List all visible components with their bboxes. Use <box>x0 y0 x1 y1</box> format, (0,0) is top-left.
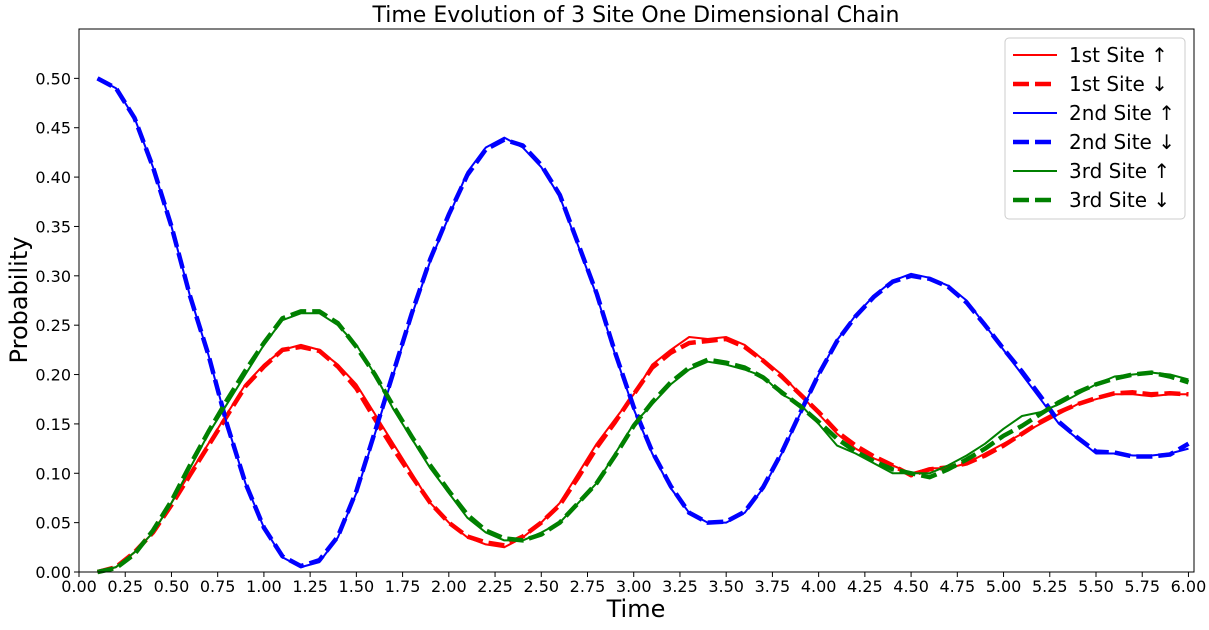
x-tick-label: 4.50 <box>893 577 929 596</box>
x-tick-label: 5.75 <box>1124 577 1160 596</box>
y-tick-label: 0.20 <box>35 366 71 385</box>
x-tick-label: 1.75 <box>385 577 421 596</box>
series-line-1 <box>96 336 1189 575</box>
legend-label-5: 3rd Site ↓ <box>1069 188 1170 212</box>
plot-lines <box>96 76 1190 575</box>
x-tick-label: 5.00 <box>986 577 1022 596</box>
x-tick-label: 5.50 <box>1078 577 1114 596</box>
x-tick-label: 0.50 <box>154 577 190 596</box>
legend: 1st Site ↑ 1st Site ↓ 2nd Site ↑ 2nd Site ↓… <box>1004 37 1186 220</box>
x-tick-label: 3.25 <box>662 577 698 596</box>
x-tick-label: 4.00 <box>801 577 837 596</box>
y-axis-ticks: 0.00 0.05 0.10 0.15 0.20 0.25 0.30 0.35 0.40 0.45… <box>35 69 79 582</box>
x-tick-label: 3.00 <box>616 577 652 596</box>
x-tick-label: 2.25 <box>477 577 513 596</box>
x-tick-label: 1.00 <box>246 577 282 596</box>
x-axis-label: Time <box>606 595 666 623</box>
legend-label-1: 1st Site ↓ <box>1069 72 1168 96</box>
x-tick-label: 3.75 <box>755 577 791 596</box>
y-tick-label: 0.25 <box>35 316 71 335</box>
y-axis-label: Probability <box>5 237 33 364</box>
x-tick-label: 6.00 <box>1171 577 1207 596</box>
y-tick-label: 0.40 <box>35 168 71 187</box>
y-tick-label: 0.50 <box>35 69 71 88</box>
series-line-3 <box>96 76 1190 569</box>
x-tick-label: 4.25 <box>847 577 883 596</box>
y-tick-label: 0.30 <box>35 267 71 286</box>
x-tick-label: 0.75 <box>200 577 236 596</box>
x-tick-label: 4.75 <box>940 577 976 596</box>
y-tick-label: 0.00 <box>35 563 71 582</box>
y-tick-label: 0.35 <box>35 217 71 236</box>
x-tick-label: 5.25 <box>1032 577 1068 596</box>
x-tick-label: 2.75 <box>570 577 606 596</box>
x-tick-label: 3.50 <box>708 577 744 596</box>
x-axis-ticks: 0.00 0.25 0.50 0.75 1.00 1.25 1.50 1.75 2.00 2.25… <box>61 572 1206 596</box>
y-tick-label: 0.15 <box>35 415 71 434</box>
x-tick-label: 0.00 <box>61 577 97 596</box>
x-tick-label: 2.00 <box>431 577 467 596</box>
legend-label-0: 1st Site ↑ <box>1069 43 1168 67</box>
legend-label-2: 2nd Site ↑ <box>1069 101 1175 125</box>
x-tick-label: 1.50 <box>339 577 375 596</box>
y-tick-label: 0.45 <box>35 119 71 138</box>
x-tick-label: 2.50 <box>523 577 559 596</box>
legend-label-3: 2nd Site ↓ <box>1069 130 1175 154</box>
chart-title: Time Evolution of 3 Site One Dimensional… <box>372 3 900 28</box>
y-tick-label: 0.10 <box>35 464 71 483</box>
series-line-5 <box>97 309 1190 575</box>
y-tick-label: 0.05 <box>35 514 71 533</box>
x-tick-label: 0.25 <box>107 577 143 596</box>
x-tick-label: 1.25 <box>292 577 328 596</box>
legend-label-4: 3rd Site ↑ <box>1069 159 1170 183</box>
plot-frame <box>78 28 1195 573</box>
